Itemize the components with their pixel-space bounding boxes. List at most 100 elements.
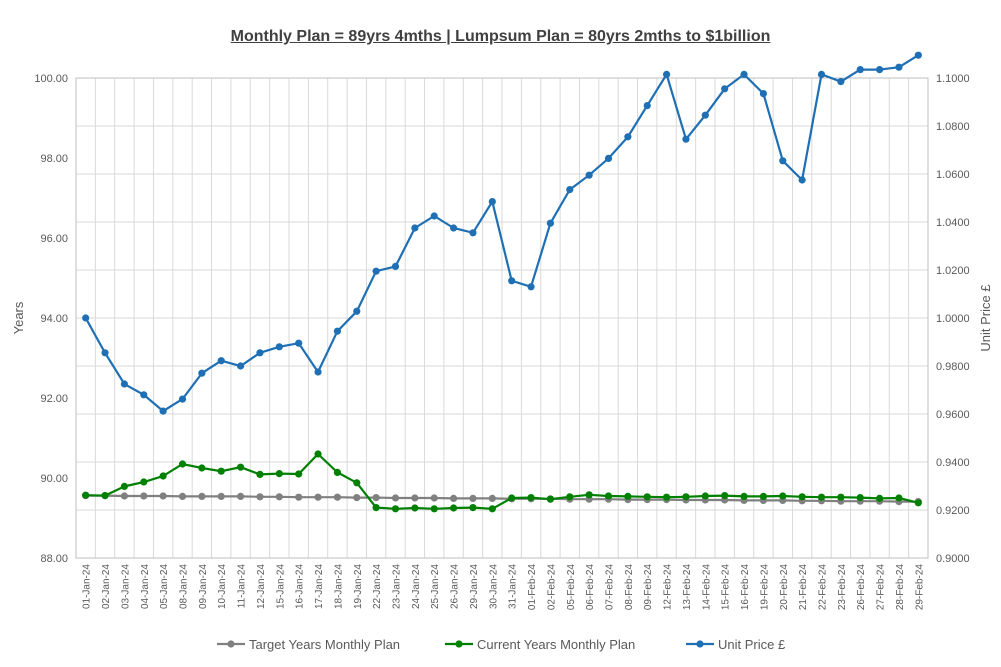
data-point <box>353 307 361 315</box>
data-point <box>508 277 516 285</box>
legend-marker <box>455 640 463 648</box>
x-tick-label: 26-Jan-24 <box>450 564 461 609</box>
data-point <box>140 478 148 486</box>
x-tick-label: 22-Jan-24 <box>372 564 383 609</box>
data-point <box>140 391 148 399</box>
data-point <box>701 111 709 119</box>
data-point <box>101 349 109 357</box>
data-point <box>333 493 342 501</box>
data-point <box>449 494 458 502</box>
x-tick-label: 04-Jan-24 <box>140 564 151 609</box>
data-point <box>295 470 303 478</box>
x-tick-label: 19-Jan-24 <box>353 564 364 609</box>
data-point <box>430 494 438 502</box>
x-tick-label: 27-Feb-24 <box>876 564 887 611</box>
data-point <box>759 90 768 98</box>
x-tick-label: 18-Jan-24 <box>333 564 344 609</box>
x-tick-label: 07-Feb-24 <box>605 564 616 611</box>
x-tick-label: 20-Feb-24 <box>779 564 790 611</box>
x-tick-label: 28-Feb-24 <box>895 564 906 611</box>
y2-tick-label: 1.0800 <box>936 121 970 133</box>
gridlines <box>75 77 929 559</box>
data-point <box>604 492 613 500</box>
legend-marker <box>696 640 704 648</box>
data-point <box>914 499 922 507</box>
data-point <box>662 493 671 501</box>
x-tick-label: 16-Feb-24 <box>740 564 751 611</box>
x-tick-label: 01-Feb-24 <box>527 564 538 611</box>
data-point <box>817 70 826 78</box>
y2-tick-label: 1.0600 <box>936 169 970 181</box>
y-tick-label: 98.00 <box>40 153 68 165</box>
data-point <box>82 314 90 322</box>
data-point <box>82 491 90 499</box>
data-point <box>837 78 845 86</box>
data-point <box>895 63 903 71</box>
data-point <box>295 493 303 501</box>
data-point <box>217 357 225 365</box>
x-tick-label: 16-Jan-24 <box>295 564 306 609</box>
data-point <box>236 463 245 471</box>
data-point <box>256 470 264 478</box>
data-point <box>585 171 593 179</box>
data-point <box>430 505 438 513</box>
data-point <box>798 493 806 501</box>
y-tick-label: 100.00 <box>34 73 68 85</box>
y-tick-label: 88.00 <box>40 553 68 565</box>
data-point <box>333 468 342 476</box>
y2-tick-label: 1.0400 <box>936 217 970 229</box>
x-tick-label: 02-Feb-24 <box>546 564 557 611</box>
data-point <box>546 219 555 227</box>
data-point <box>740 70 748 78</box>
data-point <box>120 482 129 490</box>
data-point <box>159 492 167 500</box>
y-tick-label: 96.00 <box>40 233 68 245</box>
data-point <box>391 494 400 502</box>
data-point <box>353 479 361 487</box>
x-tick-label: 15-Jan-24 <box>275 564 286 609</box>
x-tick-label: 30-Jan-24 <box>488 564 499 609</box>
data-point <box>159 407 167 415</box>
legend-label: Unit Price £ <box>718 637 786 652</box>
data-point <box>101 492 109 500</box>
y-tick-label: 94.00 <box>40 313 68 325</box>
data-point <box>236 492 245 500</box>
x-tick-label: 23-Feb-24 <box>837 564 848 611</box>
data-point <box>875 66 884 74</box>
x-tick-label: 02-Jan-24 <box>101 564 112 609</box>
y-tick-label: 90.00 <box>40 473 68 485</box>
data-point <box>856 66 864 74</box>
data-point <box>508 494 516 502</box>
data-point <box>662 70 671 78</box>
data-point <box>759 492 768 500</box>
series-layer <box>82 51 922 513</box>
data-point <box>837 493 845 501</box>
data-point <box>527 283 535 291</box>
data-point <box>198 492 206 500</box>
data-point <box>701 492 709 500</box>
data-point <box>411 504 419 512</box>
x-tick-label: 05-Feb-24 <box>566 564 577 611</box>
x-tick-label: 23-Jan-24 <box>392 564 403 609</box>
x-tick-label: 22-Feb-24 <box>818 564 829 611</box>
x-tick-label: 11-Jan-24 <box>237 564 248 609</box>
x-tick-label: 29-Jan-24 <box>469 564 480 609</box>
y2-tick-label: 0.9000 <box>936 553 970 565</box>
data-point <box>740 492 748 500</box>
data-point <box>624 133 632 141</box>
data-point <box>275 470 283 478</box>
data-point <box>721 492 729 500</box>
x-tick-label: 10-Jan-24 <box>217 564 228 609</box>
x-tick-label: 26-Feb-24 <box>856 564 867 611</box>
y2-tick-label: 0.9400 <box>936 457 970 469</box>
data-point <box>120 380 129 388</box>
data-point <box>372 504 380 512</box>
y2-tick-label: 0.9800 <box>936 361 970 373</box>
data-point <box>604 154 613 162</box>
data-point <box>721 85 729 93</box>
x-tick-label: 01-Jan-24 <box>82 564 93 609</box>
data-point <box>333 327 342 335</box>
x-tick-label: 13-Feb-24 <box>682 564 693 611</box>
data-point <box>140 492 148 500</box>
data-point <box>391 505 400 513</box>
